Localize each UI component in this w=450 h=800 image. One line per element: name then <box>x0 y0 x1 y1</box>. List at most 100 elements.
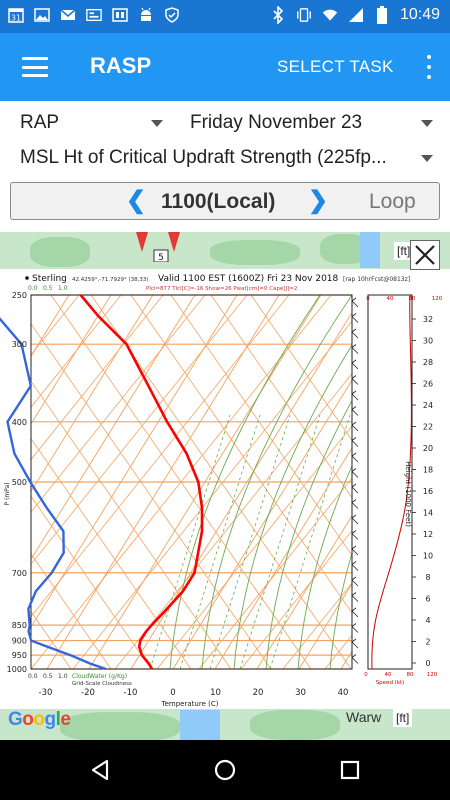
previous-time-button[interactable]: ❮ <box>126 187 147 214</box>
wind-barb-flag <box>351 452 357 457</box>
wind-barb-flag <box>351 390 357 395</box>
parameter-dropdown-icon[interactable] <box>421 155 433 162</box>
isotherm-line <box>31 295 238 628</box>
image-icon <box>34 7 50 23</box>
selector-row-2: MSL Ht of Critical Updraft Strength (225… <box>0 141 450 175</box>
dry-adiabat-line <box>31 295 206 513</box>
app-title: RASP <box>90 53 152 78</box>
wind-barb <box>351 486 359 494</box>
wind-barb <box>351 548 359 556</box>
speed-tick-top: 0 <box>366 296 370 302</box>
wind-barb-flag <box>351 592 357 596</box>
status-time: 10:49 <box>399 6 440 23</box>
next-time-button[interactable]: ❯ <box>308 187 329 214</box>
day-dropdown-icon[interactable] <box>421 120 433 127</box>
wind-barb-flag <box>351 421 357 426</box>
height-tick-label: 20 <box>423 444 433 453</box>
height-tick-label: 10 <box>423 552 433 561</box>
dry-adiabat-line <box>210 295 352 499</box>
wind-barb <box>351 347 359 354</box>
pressure-tick-label: 900 <box>12 637 27 646</box>
pressure-tick-label: 400 <box>12 418 27 427</box>
height-tick-label: 12 <box>423 530 433 539</box>
svg-text:31: 31 <box>11 14 21 23</box>
wind-barb <box>351 641 359 649</box>
check-shield-icon <box>164 7 180 23</box>
vibrate-icon <box>296 7 312 23</box>
dry-adiabat-line <box>170 295 352 557</box>
temperature-tick-label: -10 <box>124 688 138 698</box>
mixing-ratio-line <box>149 414 231 669</box>
wind-barb-flag <box>351 576 357 581</box>
wind-barb <box>351 626 359 633</box>
dry-adiabat-line <box>130 295 352 614</box>
cloudwater-label: CloudWater (g/Kg) <box>72 673 127 680</box>
wind-barb <box>351 595 359 602</box>
dry-adiabat-line <box>282 582 352 669</box>
temperature-tick-label: -30 <box>39 688 53 698</box>
temperature-tick-label: 40 <box>338 688 349 698</box>
hamburger-menu-icon[interactable] <box>18 53 52 81</box>
isotherm-line <box>298 582 352 669</box>
google-logo: Google <box>8 709 71 731</box>
day-spinner[interactable]: Friday November 23 <box>190 112 363 133</box>
parameter-spinner[interactable]: MSL Ht of Critical Updraft Strength (225… <box>20 147 387 168</box>
loop-button[interactable]: Loop <box>369 190 416 213</box>
dry-adiabat-line <box>240 529 352 669</box>
app-bar: RASP SELECT TASK <box>0 33 450 101</box>
temperature-axis-label: Temperature (C) <box>161 700 219 708</box>
units-label-bottom: [ft] <box>393 709 413 727</box>
map-town-label: Warw <box>346 709 382 725</box>
isotherm-line <box>46 295 280 669</box>
back-icon[interactable] <box>88 758 112 782</box>
speed-tick-bottom: 0 <box>364 672 368 678</box>
home-icon[interactable] <box>213 758 237 782</box>
moist-adiabat-line <box>233 344 352 669</box>
wind-barb-flag <box>351 344 357 348</box>
dry-adiabat-line <box>31 380 232 669</box>
svg-text:5: 5 <box>158 253 164 262</box>
isotherm-line <box>214 447 352 669</box>
model-spinner[interactable]: RAP <box>20 112 60 133</box>
height-tick-label: 24 <box>423 401 433 410</box>
wind-barb <box>351 579 359 587</box>
time-selector-bar: ❮ 1100(Local) ❯ Loop <box>10 182 440 220</box>
dry-adiabat-line <box>31 553 112 669</box>
model-dropdown-icon[interactable] <box>151 120 163 127</box>
wind-barb <box>351 424 359 432</box>
wind-barb-flag <box>351 328 357 333</box>
isotherm-line <box>88 295 322 669</box>
temperature-curve <box>79 294 204 670</box>
google-logo-letter: o <box>22 709 34 730</box>
wind-barb <box>351 657 359 664</box>
mixing-ratio-line <box>179 414 261 669</box>
wind-barb-flag <box>351 406 357 410</box>
speed-tick-top: 40 <box>387 296 394 302</box>
wind-barb-flag <box>351 359 357 364</box>
signal-icon <box>348 7 364 23</box>
height-tick-label: 2 <box>425 638 430 647</box>
close-image-button[interactable] <box>410 240 440 270</box>
select-task-button[interactable]: SELECT TASK <box>277 57 394 76</box>
close-icon <box>415 245 435 265</box>
isotherm-line <box>172 379 352 669</box>
wind-barb-flag <box>351 530 357 534</box>
height-tick-label: 22 <box>423 423 433 432</box>
height-tick-label: 26 <box>423 380 433 389</box>
google-logo-letter: G <box>8 709 23 730</box>
station-coords: 42.4259°,-71.7929° (38,33) <box>72 277 149 283</box>
dry-adiabat-line <box>31 295 164 461</box>
speed-tick-bottom: 120 <box>427 672 438 678</box>
recents-icon[interactable] <box>338 758 362 782</box>
wind-barb-flag <box>351 638 357 643</box>
wind-barb-flag <box>351 468 357 472</box>
wind-barb <box>351 331 359 339</box>
temperature-tick-label: 20 <box>253 688 264 698</box>
overflow-menu-icon[interactable] <box>426 55 432 79</box>
wind-barb <box>351 517 359 525</box>
height-axis-label: Height (1000 Feet) <box>404 461 412 527</box>
height-tick-label: 4 <box>425 616 430 625</box>
dry-adiabat-line <box>198 477 352 669</box>
dry-adiabat-line <box>31 295 122 408</box>
dry-adiabat-line <box>31 495 152 669</box>
